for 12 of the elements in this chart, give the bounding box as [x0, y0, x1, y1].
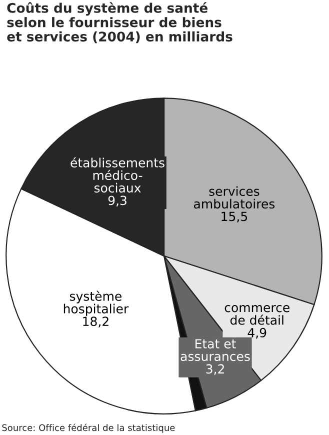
data-label: 15,5: [222, 212, 248, 222]
slice-label: commerce de détail: [224, 305, 290, 325]
slice-label: système hospitalier: [64, 290, 129, 316]
data-label: 4,9: [248, 328, 266, 339]
chart-title: Coûts du système de santé selon le fournisseur de biens et services (2004) en milliards: [7, 2, 232, 44]
data-label: 9,3: [108, 196, 126, 206]
slice-label: services ambulatoires: [194, 186, 275, 209]
data-label: 3,2: [206, 364, 224, 375]
data-label: 18,2: [83, 316, 108, 328]
slice-label: Etat et assurances: [180, 339, 250, 362]
slice-label: établissements médico- sociaux: [70, 157, 164, 193]
source-note: Source: Office fédéral de la statistique: [2, 424, 175, 433]
